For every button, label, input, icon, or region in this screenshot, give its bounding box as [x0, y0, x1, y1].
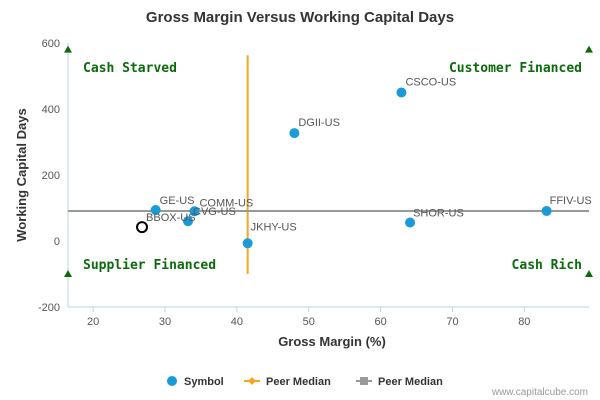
- data-point-label: CVG-US: [193, 206, 236, 218]
- y-tick-label: 400: [42, 104, 60, 116]
- credit-text: www.capitalcube.com: [491, 387, 588, 398]
- x-tick-label: 30: [159, 316, 171, 328]
- x-tick-label: 80: [518, 316, 530, 328]
- data-point-label: JKHY-US: [251, 221, 297, 233]
- x-axis-title: Gross Margin (%): [278, 334, 386, 349]
- legend-marker-diamond: [248, 377, 256, 385]
- highlight-point-label: BBOX-US: [146, 212, 196, 224]
- quadrant-triangle-icon: [585, 270, 593, 277]
- data-point[interactable]: [150, 204, 161, 215]
- x-tick-label: 40: [231, 316, 243, 328]
- data-point[interactable]: [541, 205, 552, 216]
- y-tick-label: 0: [54, 236, 60, 248]
- legend-item-peer-median-horizontal[interactable]: Peer Median: [356, 376, 443, 388]
- y-tick-label: 200: [42, 170, 60, 182]
- legend-item-peer-median-vertical[interactable]: Peer Median: [244, 376, 331, 388]
- data-point-label: COMM-US: [199, 197, 253, 209]
- data-point[interactable]: [242, 238, 253, 249]
- quadrant-bottom-left-label: Supplier Financed: [83, 258, 216, 273]
- x-tick-label: 50: [303, 316, 315, 328]
- quadrant-triangle-icon: [585, 45, 593, 53]
- x-tick-label: 70: [446, 316, 458, 328]
- quadrant-top-right-label: Customer Financed: [449, 61, 582, 76]
- data-point[interactable]: [189, 206, 200, 217]
- highlight-point[interactable]: [136, 221, 149, 234]
- chart-title: Gross Margin Versus Working Capital Days: [146, 9, 454, 26]
- data-point[interactable]: [405, 217, 416, 228]
- quadrant-triangle-icon: [64, 45, 72, 53]
- quadrant-triangle-icon: [64, 270, 72, 277]
- legend: Symbol Peer Median Peer Median: [167, 376, 443, 388]
- legend-label-symbol: Symbol: [184, 376, 224, 388]
- legend-item-symbol[interactable]: Symbol: [167, 376, 224, 388]
- legend-label-peer-median-vertical: Peer Median: [266, 376, 331, 388]
- data-point-label: GE-US: [160, 195, 195, 207]
- legend-marker-symbol: [167, 376, 177, 386]
- x-tick-label: 20: [87, 316, 99, 328]
- data-point-label: FFIV-US: [550, 195, 592, 207]
- data-point[interactable]: [289, 128, 300, 139]
- y-tick-label: 600: [42, 38, 60, 50]
- data-point-label: CSCO-US: [405, 77, 456, 89]
- data-point[interactable]: [396, 87, 407, 98]
- legend-marker-square: [360, 377, 368, 385]
- y-tick-label: -200: [38, 302, 60, 314]
- legend-label-peer-median-horizontal: Peer Median: [378, 376, 443, 388]
- quadrant-bottom-right-label: Cash Rich: [512, 258, 582, 273]
- plot-area: 20 30 40 50 60 70 80 -200 0 200 400 600 GE-US COMM-US…: [38, 38, 593, 328]
- y-axis-title: Working Capital Days: [14, 108, 29, 241]
- data-point-label: DGII-US: [298, 117, 340, 129]
- quadrant-top-left-label: Cash Starved: [83, 61, 177, 76]
- data-point-label: SHOR-US: [413, 208, 464, 220]
- x-tick-label: 60: [374, 316, 386, 328]
- data-point[interactable]: [183, 216, 194, 227]
